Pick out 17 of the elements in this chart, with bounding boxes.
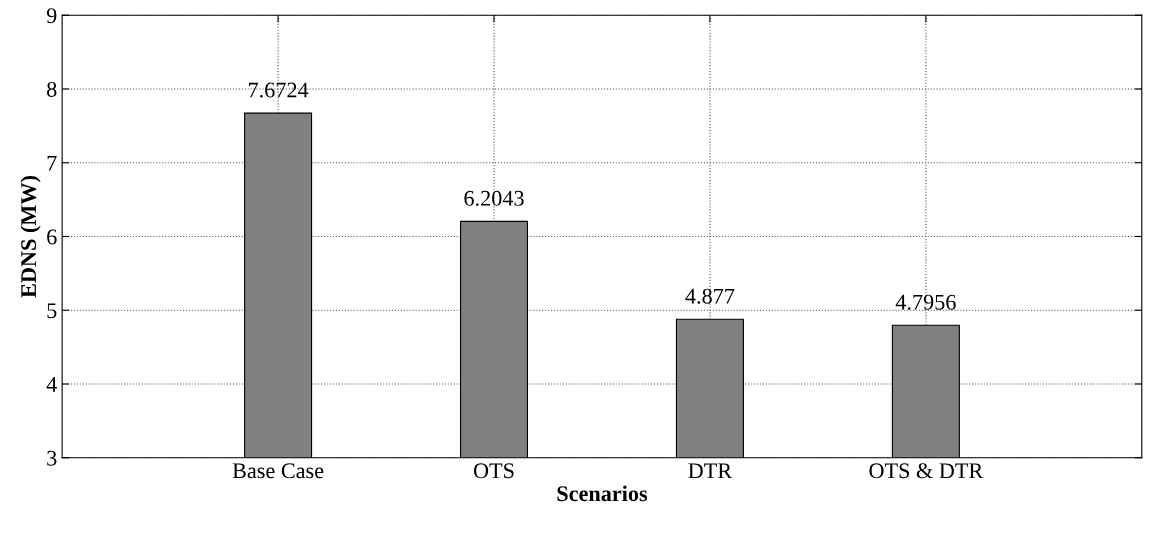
- y-tick-label: 7: [47, 155, 57, 171]
- x-axis-title: Scenarios: [557, 485, 648, 502]
- y-tick-label: 6: [47, 229, 57, 245]
- x-tick-label: OTS & DTR: [869, 463, 984, 479]
- y-axis-title: EDNS (MW): [20, 176, 41, 298]
- data-label: 4.7956: [895, 294, 956, 310]
- x-tick-label: DTR: [688, 463, 733, 479]
- data-label: 7.6724: [248, 82, 309, 98]
- data-label: 4.877: [685, 288, 735, 304]
- y-tick-label: 5: [47, 303, 57, 319]
- y-tick-label: 8: [47, 81, 57, 97]
- y-tick-label: 4: [46, 377, 57, 392]
- y-tick-label: 9: [46, 8, 57, 24]
- data-label: 6.2043: [464, 190, 524, 206]
- y-tick-label: 3: [47, 450, 57, 466]
- x-tick-label: Base Case: [232, 463, 324, 479]
- x-tick-label: OTS: [473, 463, 514, 479]
